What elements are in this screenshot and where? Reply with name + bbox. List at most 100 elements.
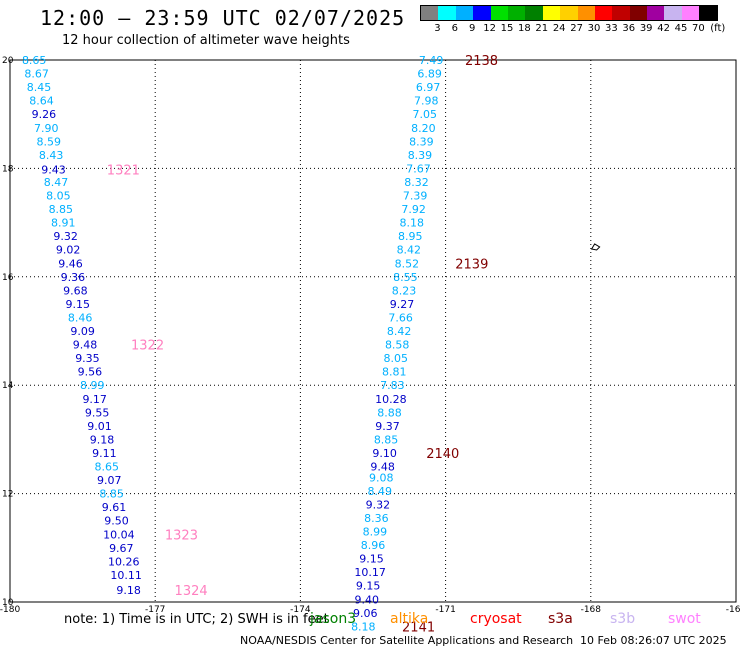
legend-swatch	[455, 6, 474, 20]
legend-label: 45	[674, 23, 688, 34]
satellite-label-s3b: s3b	[610, 611, 636, 627]
latitude-tick-label: 18	[2, 164, 14, 174]
latitude-tick-label: 16	[2, 273, 14, 283]
legend-swatch	[612, 6, 630, 20]
wave-height-value: 9.55	[85, 406, 110, 419]
wave-height-value: 8.65	[95, 461, 120, 474]
longitude-tick-label: -171	[435, 605, 455, 615]
wave-height-value: 8.95	[398, 230, 423, 243]
legend-label: 39	[639, 23, 653, 34]
legend-label: 42	[657, 23, 670, 34]
wave-height-value: 10.17	[354, 566, 386, 579]
wave-height-value: 8.43	[39, 149, 64, 162]
wave-height-value: 7.92	[401, 203, 426, 216]
wave-height-value: 8.18	[351, 620, 376, 633]
legend-unit: (ft)	[710, 23, 726, 34]
longitude-tick-label: -180	[0, 605, 20, 615]
wave-height-value: 8.47	[44, 176, 69, 189]
wave-height-value: 8.42	[397, 244, 422, 257]
latitude-tick-label: 14	[2, 381, 14, 391]
satellite-legend: jason3 altika cryosat s3a s3b swot	[0, 611, 740, 629]
satellite-label-jason3: jason3	[310, 611, 357, 627]
pass-time-label: 2140	[426, 447, 459, 462]
wave-height-value: 7.83	[380, 379, 405, 392]
satellite-label-altika: altika	[390, 611, 429, 627]
wave-height-value: 9.67	[109, 542, 134, 555]
legend-swatch	[647, 6, 665, 20]
pass-time-label: 2139	[455, 257, 488, 272]
wave-height-value: 8.39	[409, 135, 434, 148]
longitude-tick-label: -168	[581, 605, 602, 615]
wave-height-value: 9.08	[369, 471, 394, 484]
wave-height-value: 9.11	[92, 447, 117, 460]
wave-height-value: 9.07	[97, 474, 122, 487]
wave-height-value: 7.98	[414, 95, 439, 108]
wave-height-value: 9.36	[61, 271, 86, 284]
wave-height-value: 9.43	[41, 163, 66, 176]
pass-time-label: 2141	[402, 620, 435, 635]
wave-height-value: 8.58	[385, 339, 410, 352]
island-marker	[590, 243, 601, 251]
wave-height-value: 7.05	[413, 108, 438, 121]
wave-height-value: 8.81	[382, 366, 407, 379]
legend-swatch	[438, 6, 456, 20]
wave-height-value: 9.02	[56, 244, 81, 257]
legend-label: 9	[469, 23, 476, 34]
wave-height-value: 9.17	[82, 393, 107, 406]
wave-height-value: 8.55	[393, 271, 418, 284]
wave-height-value: 9.56	[78, 366, 103, 379]
wave-height-value: 9.15	[359, 553, 384, 566]
wave-height-value: 6.97	[416, 81, 441, 94]
wave-height-value: 8.67	[24, 68, 49, 81]
generated-timestamp: 10 Feb 08:26:07 UTC 2025	[580, 634, 727, 647]
longitude-tick-label: -165	[726, 605, 740, 615]
wave-height-value: 8.88	[377, 406, 402, 419]
longitude-tick-label: -174	[290, 605, 311, 615]
legend-label: 33	[605, 23, 618, 34]
wave-height-value: 9.26	[32, 108, 57, 121]
legend-labels: 3 6 9 12 15 18 21 24 27 30 33 36 39 42 45 70 (ft)	[420, 21, 725, 35]
wave-height-value: 9.35	[75, 352, 100, 365]
latitude-tick-label: 12	[2, 490, 13, 500]
legend-label: 70	[692, 23, 705, 34]
wave-height-value: 8.36	[364, 512, 389, 525]
legend-swatch	[525, 6, 543, 20]
wave-height-value: 8.65	[22, 54, 47, 67]
wave-height-value: 8.23	[392, 284, 417, 297]
wave-height-value: 9.15	[356, 580, 381, 593]
wave-height-value: 8.99	[363, 526, 388, 539]
legend-swatch	[421, 6, 439, 20]
wave-height-value: 8.49	[368, 485, 393, 498]
wave-height-value: 9.18	[90, 433, 115, 446]
wave-height-value: 8.52	[395, 257, 420, 270]
footer-note: note: 1) Time is in UTC; 2) SWH is in fe…	[64, 612, 329, 627]
wave-height-value: 8.42	[387, 325, 412, 338]
wave-height-value: 8.45	[27, 81, 52, 94]
latitude-tick-label: 20	[2, 56, 14, 66]
legend-swatch	[699, 6, 717, 20]
pass-time-label: 1324	[175, 584, 208, 599]
wave-height-value: 8.20	[411, 122, 436, 135]
map-subtitle: 12 hour collection of altimeter wave hei…	[62, 33, 350, 48]
wave-height-value: 9.46	[58, 257, 83, 270]
legend-swatch	[664, 6, 682, 20]
wave-height-value: 8.05	[383, 352, 408, 365]
wave-height-value: 7.49	[419, 54, 444, 67]
wave-height-value: 8.18	[399, 217, 424, 230]
legend-label: 36	[622, 23, 636, 34]
wave-height-value: 8.85	[49, 203, 74, 216]
legend-color-bar	[420, 5, 718, 21]
wave-height-value: 7.90	[34, 122, 59, 135]
wave-height-value: 8.99	[80, 379, 105, 392]
satellite-label-s3a: s3a	[548, 611, 573, 627]
wave-height-value: 9.61	[102, 501, 127, 514]
wave-height-value: 9.10	[372, 447, 397, 460]
legend-swatch	[507, 6, 526, 20]
wave-height-value: 9.09	[70, 325, 95, 338]
wave-height-value: 8.46	[68, 311, 93, 324]
wave-height-value: 9.32	[366, 498, 391, 511]
wave-height-value: 8.39	[408, 149, 433, 162]
wave-height-legend: 3 6 9 12 15 18 21 24 27 30 33 36 39 42 45 70 (ft)	[420, 5, 725, 35]
legend-swatch	[560, 6, 578, 20]
